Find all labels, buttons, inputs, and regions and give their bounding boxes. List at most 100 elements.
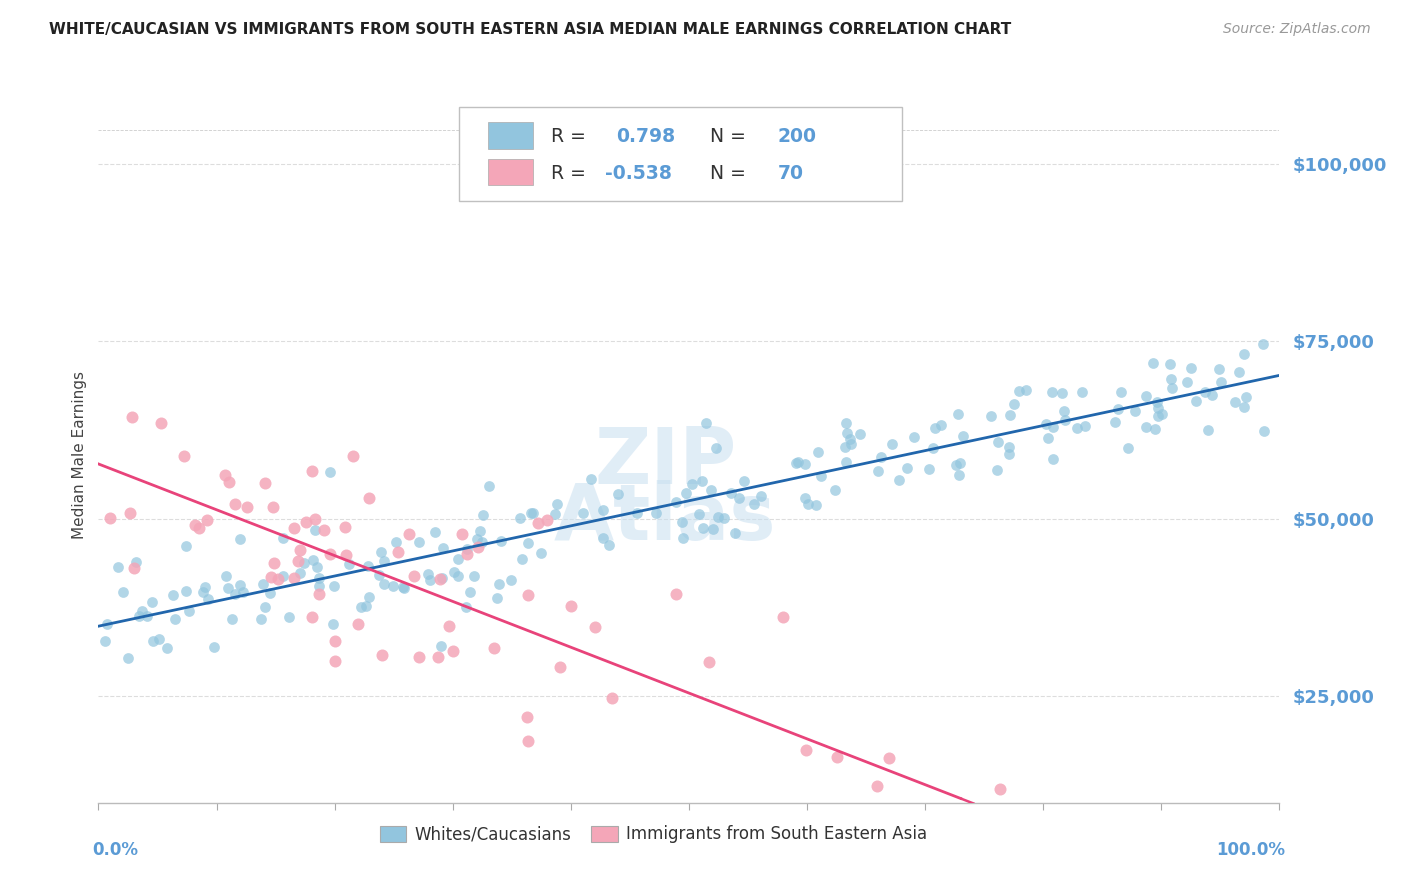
Point [1036,431,1059,445]
Point [849,426,872,441]
Point [94,633,117,648]
Point [202,640,225,654]
Point [517,733,540,747]
Point [1146,395,1168,409]
Point [841,437,863,451]
Point [288,542,311,557]
Point [1135,419,1157,434]
Point [416,567,439,582]
Point [478,479,501,493]
Point [834,440,856,454]
Point [224,587,246,601]
Point [807,445,830,459]
Point [550,660,572,674]
Point [998,440,1021,454]
Point [1104,415,1126,429]
Point [271,531,294,545]
Point [707,510,730,524]
FancyBboxPatch shape [488,122,533,149]
Point [224,497,246,511]
Point [323,654,346,668]
Point [1197,423,1219,437]
Point [471,534,494,549]
Point [1070,384,1092,399]
Point [173,450,195,464]
Point [626,507,648,521]
Point [835,417,858,431]
Point [825,750,848,764]
Point [429,639,451,653]
Point [188,521,211,535]
Point [252,577,274,591]
Point [607,487,630,501]
Point [1142,356,1164,370]
Point [1116,442,1139,456]
Point [165,612,187,626]
Point [544,507,567,521]
Point [408,649,430,664]
Point [254,476,277,491]
Point [253,599,276,614]
Point [924,421,946,435]
Point [690,475,713,489]
Text: Source: ZipAtlas.com: Source: ZipAtlas.com [1223,22,1371,37]
Point [121,409,143,424]
Point [335,548,357,562]
Point [419,573,441,587]
Point [107,559,129,574]
Point [322,616,344,631]
Point [1135,389,1157,403]
Point [882,437,904,451]
Point [271,569,294,583]
Point [785,456,807,470]
Point [1161,381,1184,395]
Point [312,524,335,538]
Point [458,584,481,599]
Point [980,409,1002,424]
Point [572,506,595,520]
Point [319,547,342,561]
Point [536,513,558,527]
Point [323,634,346,648]
Point [454,599,477,614]
Point [866,779,889,793]
Point [260,570,283,584]
Point [1159,357,1181,371]
Point [949,456,972,470]
Point [516,536,538,550]
Point [141,595,163,609]
Point [427,650,450,665]
Point [872,830,894,845]
Point [484,641,506,656]
Point [1107,402,1129,417]
Point [371,648,394,663]
FancyBboxPatch shape [458,107,901,201]
Point [929,417,952,432]
Point [301,610,323,624]
Point [1223,395,1246,409]
Point [488,576,510,591]
Point [447,568,470,582]
Point [179,604,201,618]
Point [195,513,218,527]
Point [398,526,420,541]
Point [373,554,395,568]
Point [527,516,550,531]
Point [456,547,478,561]
Point [408,535,430,549]
Point [522,506,544,520]
Point [304,523,326,537]
Point [713,511,735,525]
Point [1253,425,1275,439]
Point [1111,384,1133,399]
Point [810,469,832,483]
Point [1233,400,1256,414]
Point [772,610,794,624]
Point [877,751,900,765]
Point [695,417,717,431]
Point [447,552,470,566]
Point [583,620,606,634]
Point [1251,337,1274,351]
Point [174,584,197,599]
Point [1123,404,1146,418]
